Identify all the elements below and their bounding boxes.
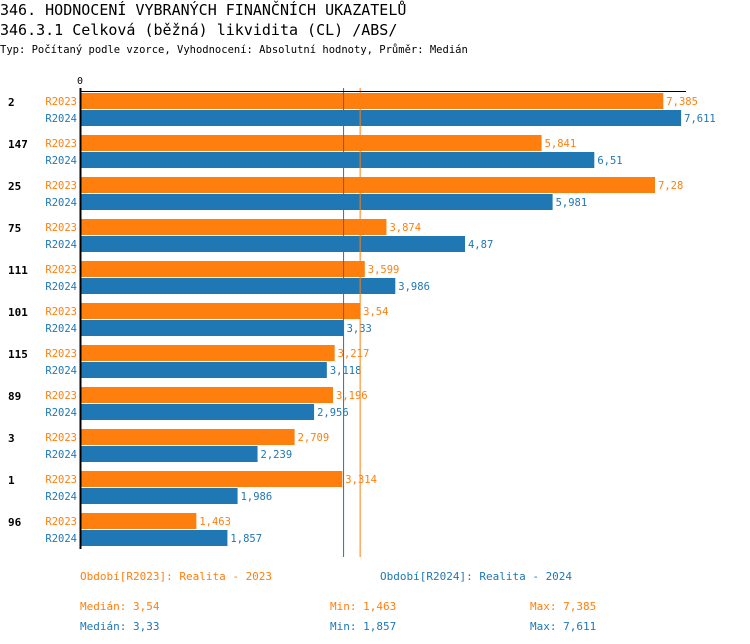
series-label: R2024 [45, 197, 77, 209]
data-label: 3,599 [368, 264, 400, 276]
series-label: R2023 [45, 516, 77, 528]
data-label: 3,33 [347, 323, 372, 335]
series-label: R2023 [45, 306, 77, 318]
series-label: R2023 [45, 348, 77, 360]
data-label: 3,986 [398, 281, 430, 293]
bar-r2024 [81, 278, 396, 294]
bar-r2023 [81, 93, 664, 109]
bar-r2023 [81, 135, 542, 151]
data-label: 1,857 [230, 533, 262, 545]
series-label: R2023 [45, 222, 77, 234]
series-label: R2023 [45, 264, 77, 276]
category-label: 89 [8, 390, 21, 403]
series-label: R2024 [45, 533, 77, 545]
bar-r2023 [81, 471, 343, 487]
series-label: R2024 [45, 365, 77, 377]
legend-r2024: Období[R2024]: Realita - 2024 [380, 570, 573, 583]
bar-r2024 [81, 110, 682, 126]
category-label: 111 [8, 264, 28, 277]
data-label: 2,239 [261, 449, 293, 461]
series-label: R2023 [45, 432, 77, 444]
median-r2024: Medián: 3,33 [80, 620, 160, 633]
category-label: 2 [8, 96, 15, 109]
data-label: 3,54 [363, 306, 388, 318]
series-label: R2024 [45, 491, 77, 503]
series-label: R2024 [45, 113, 77, 125]
bar-r2024 [81, 530, 228, 546]
data-label: 1,986 [241, 491, 273, 503]
bar-r2024 [81, 362, 327, 378]
series-label: R2023 [45, 390, 77, 402]
data-label: 2,709 [298, 432, 330, 444]
data-label: 1,463 [199, 516, 231, 528]
series-label: R2024 [45, 449, 77, 461]
data-label: 7,611 [684, 113, 716, 125]
bar-r2023 [81, 513, 197, 529]
data-label: 7,28 [658, 180, 683, 192]
series-label: R2024 [45, 239, 77, 251]
data-label: 3,874 [389, 222, 421, 234]
data-label: 3,314 [345, 474, 377, 486]
bar-r2024 [81, 488, 238, 504]
data-label: 2,956 [317, 407, 349, 419]
indicator-title: 346.3.1 Celková (běžná) likvidita (CL) /… [0, 21, 398, 39]
max-r2024: Max: 7,611 [530, 620, 597, 633]
series-label: R2023 [45, 96, 77, 108]
page-title: 346. HODNOCENÍ VYBRANÝCH FINANČNÍCH UKAZ… [0, 1, 407, 19]
category-label: 147 [8, 138, 28, 151]
series-label: R2023 [45, 474, 77, 486]
data-label: 6,51 [597, 155, 622, 167]
median-r2023: Medián: 3,54 [80, 600, 160, 613]
bar-r2024 [81, 152, 595, 168]
category-label: 25 [8, 180, 21, 193]
data-label: 4,87 [468, 239, 493, 251]
bar-r2023 [81, 303, 361, 319]
x-tick-label: 0 [77, 76, 83, 87]
data-label: 5,981 [556, 197, 588, 209]
category-label: 101 [8, 306, 28, 319]
series-label: R2024 [45, 155, 77, 167]
category-label: 1 [8, 474, 15, 487]
bar-r2024 [81, 320, 344, 336]
bar-r2023 [81, 261, 365, 277]
category-label: 96 [8, 516, 22, 529]
bar-r2023 [81, 429, 295, 445]
bar-r2024 [81, 236, 465, 252]
data-label: 3,217 [338, 348, 370, 360]
category-label: 3 [8, 432, 15, 445]
min-r2023: Min: 1,463 [330, 600, 397, 613]
bar-r2024 [81, 404, 315, 420]
bar-r2023 [81, 387, 334, 403]
bar-r2023 [81, 345, 335, 361]
min-r2024: Min: 1,857 [330, 620, 397, 633]
series-label: R2024 [45, 281, 77, 293]
series-label: R2024 [45, 407, 77, 419]
data-label: 5,841 [545, 138, 577, 150]
indicator-info: Typ: Počítaný podle vzorce, Vyhodnocení:… [0, 44, 468, 56]
bar-r2023 [81, 177, 656, 193]
legend-r2023: Období[R2023]: Realita - 2023 [80, 570, 273, 583]
data-label: 3,196 [336, 390, 368, 402]
data-label: 7,385 [666, 96, 698, 108]
data-label: 3,118 [330, 365, 362, 377]
category-label: 75 [8, 222, 21, 235]
series-label: R2023 [45, 180, 77, 192]
bar-r2024 [81, 446, 258, 462]
series-label: R2024 [45, 323, 77, 335]
category-label: 115 [8, 348, 28, 361]
max-r2023: Max: 7,385 [530, 600, 597, 613]
bar-r2024 [81, 194, 553, 210]
series-label: R2023 [45, 138, 77, 150]
bar-r2023 [81, 219, 387, 235]
